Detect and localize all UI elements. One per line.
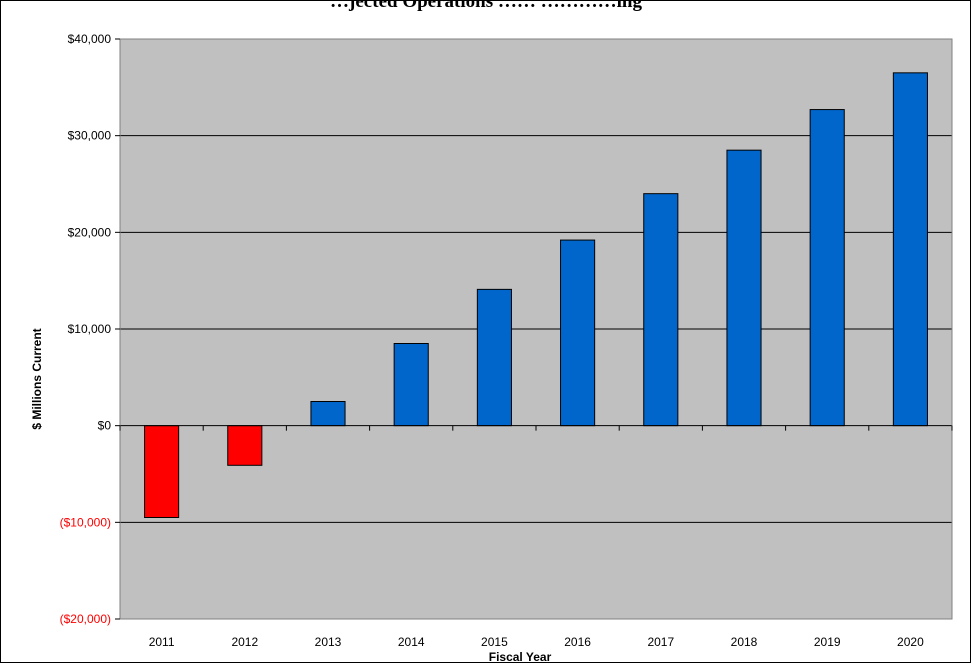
x-tick-labels: 2011 2012 2013 2014 2015 2016 2017 2018 2019 2020 xyxy=(149,635,924,649)
chart-title: …jected Operations …… …………ing xyxy=(330,1,642,12)
y-tick-label: $40,000 xyxy=(68,32,112,46)
bar-2013 xyxy=(310,401,346,427)
x-tick-label: 2013 xyxy=(315,635,342,649)
x-tick-label: 2019 xyxy=(814,635,841,649)
x-tick-label: 2020 xyxy=(897,635,924,649)
x-tick-label: 2012 xyxy=(231,635,258,649)
bars xyxy=(144,72,928,518)
y-tick-label: ($20,000) xyxy=(60,612,111,626)
bar-2012 xyxy=(227,425,263,466)
bar-2014 xyxy=(393,343,429,427)
bar-2016 xyxy=(560,239,596,427)
bar-2015 xyxy=(476,288,512,427)
bar-2017 xyxy=(643,193,679,427)
y-tick-label: $10,000 xyxy=(68,322,112,336)
x-axis-title: Fiscal Year xyxy=(489,650,552,664)
y-tick-label: $0 xyxy=(98,419,112,433)
bar-2011 xyxy=(144,425,180,518)
bar-2019 xyxy=(809,109,845,427)
x-tick-label: 2011 xyxy=(149,635,175,649)
x-tick-label: 2015 xyxy=(481,635,508,649)
x-tick-label: 2018 xyxy=(731,635,758,649)
x-tick-label: 2014 xyxy=(398,635,425,649)
y-tick-label: $30,000 xyxy=(68,129,112,143)
y-tick-label: $20,000 xyxy=(68,225,112,239)
y-axis-title: $ Millions Current xyxy=(30,328,44,429)
axes xyxy=(115,38,953,620)
y-tick-label: ($10,000) xyxy=(60,515,111,529)
y-tick-labels: $40,000 $30,000 $20,000 $10,000 $0 ($10,000) (… xyxy=(60,32,112,626)
bar-2020 xyxy=(892,72,928,427)
x-tick-label: 2016 xyxy=(564,635,591,649)
x-tick-label: 2017 xyxy=(647,635,674,649)
bar-2018 xyxy=(726,149,762,427)
